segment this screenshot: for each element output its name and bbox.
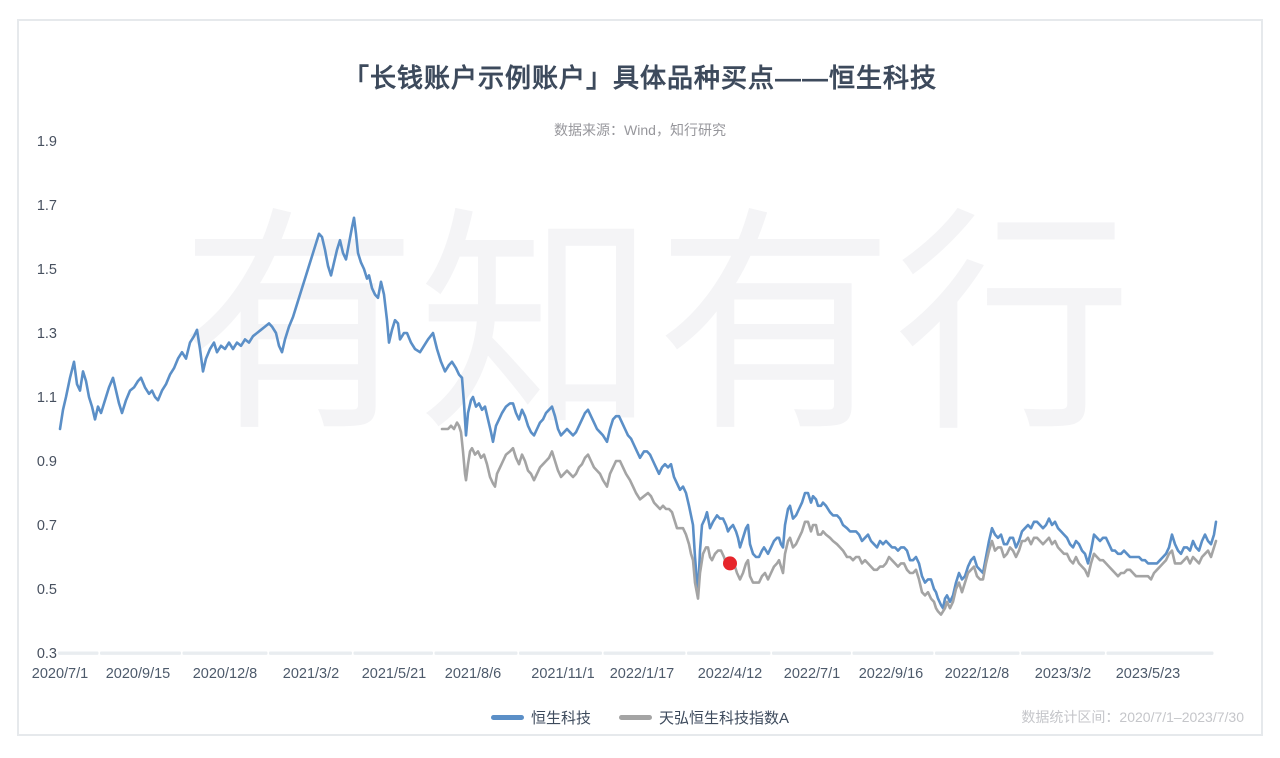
legend-line-swatch [490,715,524,720]
x-axis-tick-label: 2022/1/17 [610,666,675,682]
page-title: 「长钱账户示例账户」具体品种买点——恒生科技 [342,63,937,93]
y-axis-tick-label: 1.1 [37,390,57,406]
x-axis-tick-label: 2021/3/2 [283,666,339,682]
y-axis-tick-label: 1.3 [37,326,57,342]
x-axis-tick-label: 2023/5/23 [1116,666,1181,682]
legend-item-tianhong-fund[interactable]: 天弘恒生科技指数A [619,707,789,728]
line-chart: 1.9 1.7 1.5 1.3 1.1 0.9 0.7 0.5 0.3 2020/7/1 2020/… [32,134,1218,682]
x-axis-bar-segment [100,651,181,655]
x-axis-tick-label: 2021/8/6 [445,666,501,682]
legend-label: 天弘恒生科技指数A [659,710,790,727]
x-axis-bar-segment [519,651,602,655]
legend-label: 恒生科技 [530,710,591,727]
series-line-tianhong-fund [440,421,1218,616]
y-axis-tick-label: 1.7 [37,198,57,214]
x-axis-bar-segment [1106,651,1214,655]
legend-line-swatch [619,715,652,720]
x-axis-bar-segment [434,651,518,655]
x-axis-bar-segment [269,651,352,655]
x-axis-tick-label: 2022/9/16 [859,666,924,682]
x-axis-bar-segment [935,651,1020,655]
x-axis-bar-segment [852,651,934,655]
x-axis-bar-segment [353,651,433,655]
x-axis-tick-label: 2021/11/1 [531,666,594,682]
buy-point-marker [723,556,737,571]
y-axis-tick-label: 0.7 [37,518,57,534]
y-axis-tick-label: 1.9 [37,134,57,150]
x-axis-tick-label: 2020/7/1 [32,666,88,682]
x-axis-bar-segment [58,651,99,655]
x-axis-tick-label: 2020/9/15 [106,666,171,682]
legend-item-hengsheng-tech[interactable]: 恒生科技 [490,707,591,728]
x-axis-bar-segment [603,651,686,655]
data-source-subtitle: 数据来源：Wind，知行研究 [554,122,726,138]
x-axis-tick-label: 2022/12/8 [945,666,1010,682]
x-axis-tick-label: 2020/12/8 [193,666,258,682]
x-axis-tick-label: 2022/4/12 [698,666,763,682]
watermark-youzhiyouxing: 有知有行 [180,194,1132,459]
x-axis-bar-segment [687,651,771,655]
y-axis-tick-label: 0.3 [37,646,57,662]
x-axis-bar-segment [772,651,851,655]
x-axis-bar-segment [1021,651,1105,655]
x-axis-tick-label: 2023/3/2 [1035,666,1091,682]
x-axis-bar-segment [182,651,268,655]
y-axis-tick-label: 0.9 [37,454,57,470]
chart-legend: 恒生科技 天弘恒生科技指数A [0,707,1280,728]
chart-card [17,19,1263,736]
y-axis-tick-label: 0.5 [37,582,57,598]
x-axis-tick-label: 2022/7/1 [784,666,840,682]
series-line-hengsheng-tech [58,216,1218,610]
stats-range-note: 数据统计区间：2020/7/1–2023/7/30 [1021,709,1244,725]
y-axis-tick-label: 1.5 [37,262,57,278]
x-axis-tick-label: 2021/5/21 [362,666,427,682]
